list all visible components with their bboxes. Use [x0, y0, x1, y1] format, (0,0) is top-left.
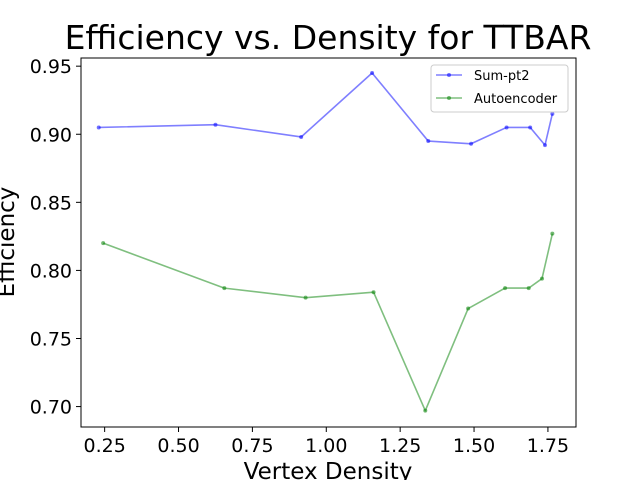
x-axis-label: Vertex Density: [244, 459, 413, 480]
legend-label-sum-pt2: Sum-pt2: [474, 69, 529, 84]
x-tick-label: 0.75: [231, 435, 273, 457]
data-point-autoencoder: [550, 231, 555, 236]
data-point-autoencoder: [540, 276, 545, 281]
data-point-autoencoder: [101, 241, 106, 246]
data-point-sum-pt2: [469, 141, 474, 146]
x-tick-label: 1.75: [527, 435, 569, 457]
data-point-sum-pt2: [370, 70, 375, 75]
data-point-sum-pt2: [542, 143, 547, 148]
y-axis-label: Efficiency: [0, 187, 20, 298]
data-point-sum-pt2: [528, 125, 533, 130]
data-point-autoencoder: [303, 295, 308, 300]
y-tick-label: 0.75: [30, 328, 72, 350]
x-tick-label: 1.25: [379, 435, 421, 457]
y-tick-label: 0.90: [30, 124, 72, 146]
y-tick-label: 0.80: [30, 260, 72, 282]
data-point-autoencoder: [526, 286, 531, 291]
data-point-autoencoder: [222, 286, 227, 291]
data-point-sum-pt2: [426, 139, 431, 144]
axes: 0.25 0.50 0.75 1.00 1.25 1.50 1.75 0.70 0.75 0.80…: [30, 56, 569, 457]
x-tick-label: 0.50: [157, 435, 199, 457]
series-layer: [96, 70, 555, 413]
y-tick-label: 0.70: [30, 397, 72, 419]
y-tick-label: 0.95: [30, 56, 72, 78]
data-point-autoencoder: [371, 290, 376, 295]
x-tick-label: 1.00: [305, 435, 347, 457]
data-point-autoencoder: [503, 286, 508, 291]
legend: Sum-pt2 Autoencoder: [430, 64, 569, 113]
data-point-autoencoder: [466, 306, 471, 311]
series-line-sum-pt2: [98, 72, 554, 146]
plot-frame: [80, 57, 577, 428]
legend-label-autoencoder: Autoencoder: [474, 92, 558, 107]
x-tick-label: 1.50: [453, 435, 495, 457]
legend-marker-autoencoder: [447, 96, 451, 100]
data-point-sum-pt2: [504, 125, 509, 130]
series-line-autoencoder: [102, 233, 554, 412]
y-tick-label: 0.85: [30, 192, 72, 214]
chart-title: Efficiency vs. Density for TTBAR: [65, 18, 592, 57]
data-point-sum-pt2: [299, 134, 304, 139]
data-point-sum-pt2: [96, 125, 101, 130]
data-point-sum-pt2: [550, 111, 555, 116]
legend-box: [430, 64, 569, 113]
data-point-sum-pt2: [213, 122, 218, 127]
legend-marker-sum-pt2: [447, 73, 451, 77]
data-point-autoencoder: [423, 408, 428, 413]
x-tick-label: 0.25: [83, 435, 125, 457]
